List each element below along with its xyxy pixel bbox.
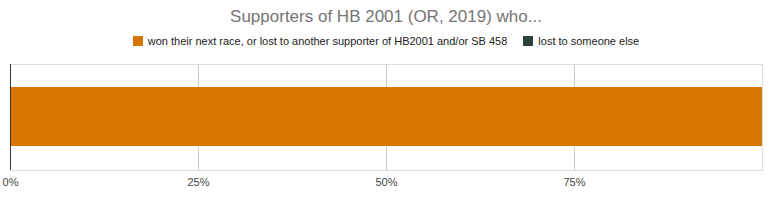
svg-text:25%: 25% [187, 176, 209, 188]
html-text:lost to someone else: lost to someone else [538, 35, 640, 47]
html-text:won their next race, or lost t: won their next race, or lost to another … [147, 35, 508, 47]
svg-text:75%: 75% [563, 176, 585, 188]
svg-text:0%: 0% [3, 176, 19, 188]
svg-text:50%: 50% [375, 176, 397, 188]
html-text:Supporters of HB 2001 (OR, 201: Supporters of HB 2001 (OR, 2019) who... [230, 7, 542, 26]
